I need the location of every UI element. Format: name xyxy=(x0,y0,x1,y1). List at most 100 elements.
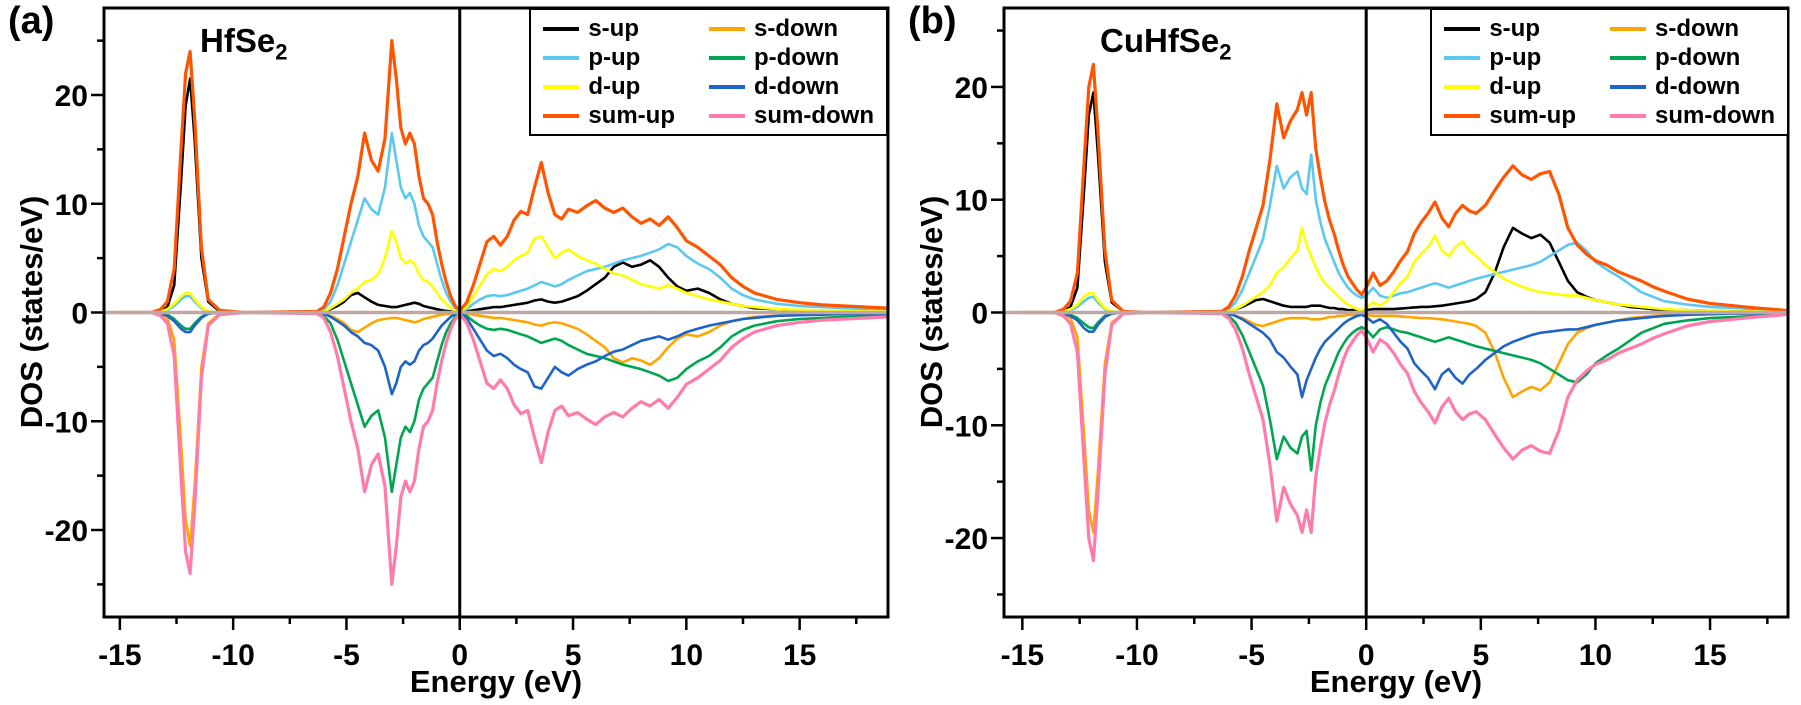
series-sum-up xyxy=(1020,62,1788,315)
y-tick-label: 0 xyxy=(71,298,88,331)
legend-item-d-up: d-up xyxy=(1444,72,1576,101)
panel-a-title: HfSe2 xyxy=(200,22,287,66)
legend-label-d-down: d-down xyxy=(754,72,840,100)
legend-item-s-down: s-down xyxy=(709,14,874,43)
series-sum-down xyxy=(118,310,888,587)
legend-swatch-s-up xyxy=(1444,26,1481,31)
legend-item-s-up: s-up xyxy=(543,14,675,43)
legend-swatch-sum-down xyxy=(709,113,745,118)
panel-b-plot-canvas: -15 -10 -5 0 5 10 15 -20 -10 0 10 20 xyxy=(945,6,1790,672)
legend-item-sum-down: sum-down xyxy=(1610,101,1775,130)
legend-swatch-d-up xyxy=(1444,84,1481,89)
legend-swatch-sum-down xyxy=(1610,113,1646,118)
y-tick-label: 0 xyxy=(971,298,988,331)
x-tick-label: 10 xyxy=(1579,639,1612,672)
panel-b: -15 -10 -5 0 5 10 15 -20 -10 0 10 20 (b) CuHfSe2 DO… xyxy=(900,0,1801,705)
panel-b-label: (b) xyxy=(908,0,957,42)
legend-label-sum-down: sum-down xyxy=(754,101,874,129)
x-tick-label: -10 xyxy=(211,639,254,672)
legend-item-sum-up: sum-up xyxy=(543,101,675,130)
legend-label-sum-up: sum-up xyxy=(588,101,675,129)
series-p-up xyxy=(118,131,888,314)
y-tick-label: -10 xyxy=(45,406,88,439)
y-tick-label: 10 xyxy=(55,189,88,222)
panel-b-title-text: CuHfSe xyxy=(1100,22,1220,59)
legend-swatch-d-down xyxy=(1610,84,1646,89)
legend-swatch-p-up xyxy=(1444,55,1481,60)
panel-a-x-axis-title: Energy (eV) xyxy=(409,664,583,699)
legend-item-p-up: p-up xyxy=(543,43,675,72)
series-sum-up xyxy=(118,38,888,315)
panel-b-legend: s-up p-up d-up sum-up s-down p-down d-down sum-… xyxy=(1430,8,1789,136)
legend-item-sum-up: sum-up xyxy=(1444,101,1576,130)
x-tick-label: -10 xyxy=(1115,639,1158,672)
legend-swatch-s-down xyxy=(1610,26,1646,31)
legend-swatch-sum-up xyxy=(1444,113,1481,118)
legend-item-s-down: s-down xyxy=(1610,14,1775,43)
panel-a-title-text: HfSe xyxy=(200,22,276,59)
legend-swatch-s-up xyxy=(543,26,580,31)
legend-label-p-down: p-down xyxy=(754,43,840,71)
y-tick-label: -10 xyxy=(945,410,988,443)
legend-label-sum-down: sum-down xyxy=(1655,101,1775,129)
legend-label-d-down: d-down xyxy=(1655,72,1741,100)
x-tick-label: 5 xyxy=(1472,639,1489,672)
legend-swatch-d-up xyxy=(543,84,580,89)
series-p-down xyxy=(1021,311,1788,472)
series-sum-down xyxy=(1020,310,1788,563)
legend-label-d-up: d-up xyxy=(1489,72,1542,100)
legend-label-p-up: p-up xyxy=(588,43,641,71)
legend-swatch-p-down xyxy=(709,55,745,60)
panel-a-legend: s-up p-up d-up sum-up s-down p-down d-down sum-… xyxy=(529,8,888,136)
x-tick-label: 0 xyxy=(451,639,468,672)
legend-label-s-up: s-up xyxy=(588,14,639,42)
legend-item-sum-down: sum-down xyxy=(709,101,874,130)
panel-a-label: (a) xyxy=(8,0,55,42)
panel-b-title-subscript: 2 xyxy=(1219,39,1232,65)
x-tick-label: 5 xyxy=(565,639,582,672)
x-tick-label: -5 xyxy=(1238,639,1265,672)
y-tick-label: -20 xyxy=(45,515,88,548)
legend-item-d-down: d-down xyxy=(1610,72,1775,101)
legend-label-s-down: s-down xyxy=(1655,14,1739,42)
legend-swatch-d-down xyxy=(709,84,745,89)
legend-item-d-up: d-up xyxy=(543,72,675,101)
legend-swatch-p-up xyxy=(543,55,580,60)
legend-item-p-up: p-up xyxy=(1444,43,1576,72)
series-p-up xyxy=(1021,153,1788,314)
panel-a: -15 -10 -5 0 5 10 15 -20 -10 0 10 20 (a) HfSe2 DOS … xyxy=(0,0,900,705)
series-s-down xyxy=(1021,311,1788,534)
panel-b-x-axis-title: Energy (eV) xyxy=(1309,664,1483,699)
legend-label-s-up: s-up xyxy=(1489,14,1540,42)
x-tick-label: -15 xyxy=(98,639,141,672)
series-p-down xyxy=(118,311,888,494)
legend-swatch-sum-up xyxy=(543,113,580,118)
x-tick-label: 15 xyxy=(783,639,816,672)
x-tick-label: 0 xyxy=(1358,639,1375,672)
legend-label-p-up: p-up xyxy=(1489,43,1542,71)
legend-item-p-down: p-down xyxy=(709,43,874,72)
legend-item-d-down: d-down xyxy=(709,72,874,101)
legend-swatch-p-down xyxy=(1610,55,1646,60)
panel-b-title: CuHfSe2 xyxy=(1100,22,1231,66)
panel-a-plot-canvas: -15 -10 -5 0 5 10 15 -20 -10 0 10 20 xyxy=(45,6,890,672)
legend-swatch-s-down xyxy=(709,26,745,31)
panel-a-title-subscript: 2 xyxy=(275,39,288,65)
legend-item-s-up: s-up xyxy=(1444,14,1576,43)
x-tick-label: 15 xyxy=(1693,639,1726,672)
x-tick-label: 10 xyxy=(670,639,703,672)
y-tick-label: 20 xyxy=(55,80,88,113)
legend-label-sum-up: sum-up xyxy=(1489,101,1576,129)
panel-a-y-axis-title: DOS (states/eV) xyxy=(14,195,49,429)
x-tick-label: -15 xyxy=(1001,639,1044,672)
y-tick-label: 20 xyxy=(955,72,988,105)
series-s-down xyxy=(118,311,888,548)
panel-b-y-axis-title: DOS (states/eV) xyxy=(914,195,949,429)
legend-label-s-down: s-down xyxy=(754,14,838,42)
y-tick-label: -20 xyxy=(945,523,988,556)
x-tick-label: -5 xyxy=(333,639,360,672)
legend-label-p-down: p-down xyxy=(1655,43,1741,71)
legend-label-d-up: d-up xyxy=(588,72,641,100)
y-tick-label: 10 xyxy=(955,185,988,218)
